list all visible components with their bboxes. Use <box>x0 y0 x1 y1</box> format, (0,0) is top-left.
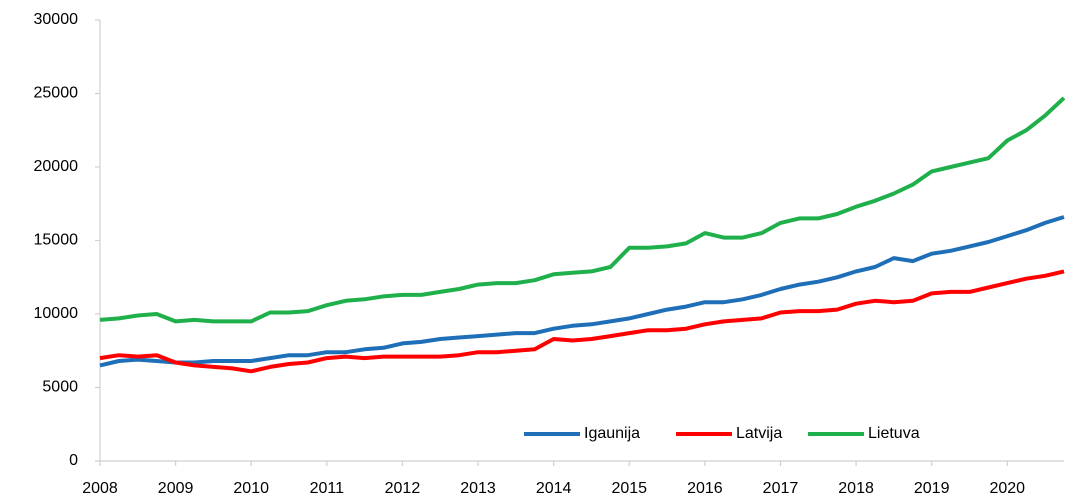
x-tick-label: 2020 <box>989 480 1025 497</box>
y-tick-label: 10000 <box>34 305 79 322</box>
x-tick-label: 2018 <box>838 480 874 497</box>
x-tick-label: 2010 <box>233 480 269 497</box>
x-tick-label: 2012 <box>385 480 421 497</box>
legend-label: Lietuva <box>868 425 920 442</box>
x-tick-label: 2009 <box>158 480 194 497</box>
x-tick-label: 2017 <box>763 480 799 497</box>
y-tick-label: 20000 <box>34 158 79 175</box>
x-tick-label: 2013 <box>460 480 496 497</box>
y-tick-label: 0 <box>69 452 78 469</box>
x-tick-label: 2019 <box>914 480 950 497</box>
x-tick-label: 2011 <box>310 480 345 497</box>
series-line <box>99 269 1065 374</box>
legend-label: Latvija <box>736 425 782 442</box>
legend-label: Igaunija <box>584 425 640 442</box>
y-tick-label: 25000 <box>34 85 79 102</box>
y-tick-label: 5000 <box>42 379 78 396</box>
x-tick-label: 2014 <box>536 480 572 497</box>
y-tick-label: 30000 <box>34 11 79 28</box>
y-tick-label: 15000 <box>34 232 79 249</box>
x-tick-label: 2016 <box>687 480 723 497</box>
x-tick-label: 2015 <box>611 480 647 497</box>
series-line <box>99 96 1066 324</box>
series-line <box>99 215 1065 368</box>
x-tick-label: 2008 <box>82 480 118 497</box>
